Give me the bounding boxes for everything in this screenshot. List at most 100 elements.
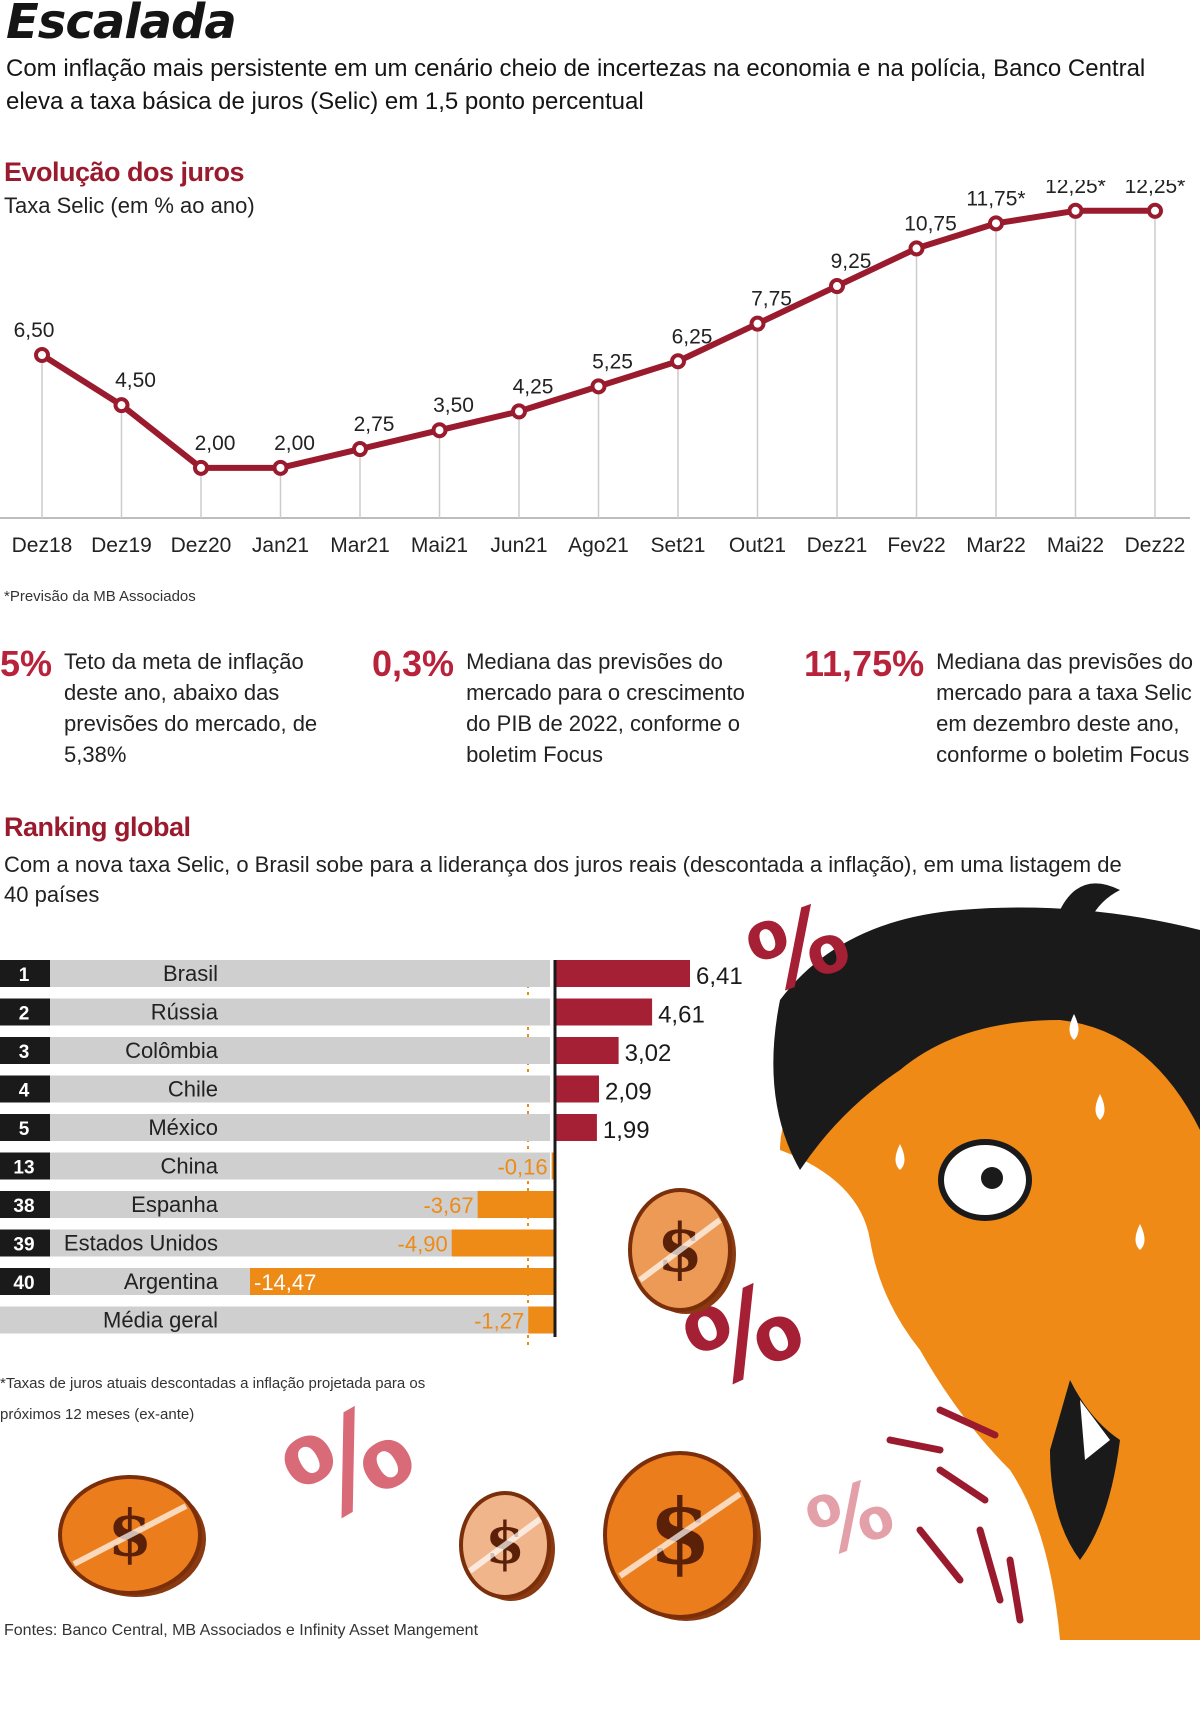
country-label: Rússia — [151, 1000, 219, 1025]
rank-box — [0, 1114, 50, 1141]
rank-number: 13 — [13, 1158, 34, 1179]
rank-number: 1 — [19, 965, 30, 986]
data-label: 4,50 — [115, 369, 156, 392]
rank-box — [0, 1152, 50, 1180]
data-label: 12,25* — [1125, 180, 1186, 198]
x-tick-label: Mai21 — [411, 534, 468, 557]
country-label: Chile — [168, 1077, 218, 1102]
bar-value-label: -0,16 — [497, 1155, 547, 1180]
page-subtitle: Com inflação mais persistente em um cená… — [6, 55, 1146, 115]
bar-value-label: 2,09 — [605, 1079, 652, 1106]
x-tick-label: Dez21 — [807, 534, 868, 557]
bar-value-label: -1,27 — [474, 1309, 524, 1334]
rank-number: 40 — [13, 1273, 34, 1294]
sweating-man-icon — [773, 883, 1200, 1640]
row-background — [0, 960, 550, 987]
bar-positive — [555, 960, 690, 987]
bar-negative — [477, 1191, 555, 1218]
data-label: 2,75 — [354, 413, 395, 436]
rank-number: 39 — [13, 1235, 34, 1256]
bar-value-label: 3,02 — [625, 1040, 672, 1067]
bar-value-label: -14,47 — [254, 1270, 316, 1295]
dollar-coin-icon: $ — [58, 1475, 206, 1597]
bar-positive — [555, 998, 653, 1026]
stat-selic-forecast: 11,75% Mediana das previsões do mercado … — [804, 646, 1200, 770]
selic-line-chart: 6,50 Dez18 4,50 Dez19 2,00 Dez20 2,00 Jan21 2,75… — [0, 180, 1190, 557]
rank-box — [0, 1075, 50, 1103]
data-point — [272, 459, 289, 476]
bar-value-label: 4,61 — [658, 1002, 705, 1029]
x-tick-label: Ago21 — [568, 534, 629, 557]
x-tick-label: Set21 — [651, 534, 706, 557]
bar-value-label: 6,41 — [696, 963, 743, 990]
ranking-bar-chart: 1 Brasil 6,41 2 Rússia 4,61 3 Colômbia 3,02 4 Chil… — [0, 960, 743, 1345]
data-point — [829, 278, 845, 295]
data-point — [511, 403, 527, 420]
x-tick-label: Mai22 — [1047, 534, 1104, 557]
data-point — [590, 378, 607, 395]
percent-symbol-icon: % — [796, 1460, 906, 1577]
decorative-illustration: %%%%$$$$ — [58, 880, 1200, 1640]
rank-number: 5 — [19, 1119, 30, 1140]
row-background — [0, 1114, 550, 1141]
x-tick-label: Dez22 — [1125, 534, 1186, 557]
row-background — [0, 1075, 550, 1103]
x-tick-label: Out21 — [729, 534, 786, 557]
line-chart-subtitle: Taxa Selic (em % ao ano) — [4, 193, 255, 218]
bar-chart-title: Ranking global — [4, 812, 191, 842]
row-background — [0, 998, 550, 1026]
stat-text: Mediana das previsões do mercado para o … — [466, 649, 745, 767]
stat-text: Teto da meta de inflação deste ano, abai… — [64, 649, 318, 767]
dollar-coin-icon: $ — [459, 1491, 555, 1601]
bar-value-label: -4,90 — [398, 1232, 448, 1257]
data-point — [988, 215, 1004, 232]
data-point — [193, 459, 209, 476]
bar-negative — [528, 1306, 555, 1334]
bar-negative — [551, 1152, 555, 1180]
row-background — [0, 1037, 550, 1064]
row-background — [0, 1152, 550, 1180]
data-label: 3,50 — [433, 394, 474, 417]
data-label: 6,50 — [14, 319, 55, 342]
x-tick-label: Dez20 — [171, 534, 232, 557]
data-label: 9,25 — [831, 250, 872, 273]
data-label: 6,25 — [672, 325, 713, 348]
row-background — [0, 1191, 550, 1218]
country-label: China — [161, 1154, 219, 1179]
bar-positive — [555, 1075, 600, 1103]
x-tick-label: Jan21 — [252, 534, 309, 557]
data-point — [431, 422, 448, 439]
stat-value: 11,75% — [804, 643, 925, 684]
data-point — [1067, 202, 1084, 219]
data-label: 12,25* — [1045, 180, 1106, 198]
x-tick-label: Dez18 — [12, 534, 73, 557]
country-label: Brasil — [163, 961, 218, 986]
rank-box — [0, 1037, 50, 1064]
rank-number: 3 — [19, 1042, 30, 1063]
bar-negative — [451, 1229, 555, 1257]
data-point — [352, 441, 368, 458]
bar-value-label: -3,67 — [423, 1193, 473, 1218]
rank-box — [0, 998, 50, 1026]
dollar-coin-icon: $ — [603, 1451, 761, 1621]
data-label: 2,00 — [195, 432, 236, 455]
country-label: Média geral — [103, 1308, 218, 1333]
stat-value: 5% — [0, 643, 53, 684]
data-label: 5,25 — [592, 350, 633, 373]
x-tick-label: Fev22 — [887, 534, 945, 557]
rank-box — [0, 1268, 50, 1295]
data-label: 10,75 — [904, 212, 957, 235]
bar-negative — [250, 1268, 555, 1295]
rank-number: 38 — [13, 1196, 34, 1217]
stat-text: Mediana das previsões do mercado para a … — [936, 649, 1193, 767]
data-label: 2,00 — [274, 432, 315, 455]
rank-box — [0, 1229, 50, 1257]
data-point — [670, 353, 686, 370]
x-tick-label: Mar22 — [966, 534, 1026, 557]
data-point — [34, 347, 50, 363]
rank-number: 2 — [19, 1004, 30, 1025]
rank-number: 4 — [19, 1081, 30, 1102]
country-label: México — [148, 1115, 218, 1140]
row-background — [0, 1306, 550, 1334]
x-tick-label: Jun21 — [490, 534, 547, 557]
